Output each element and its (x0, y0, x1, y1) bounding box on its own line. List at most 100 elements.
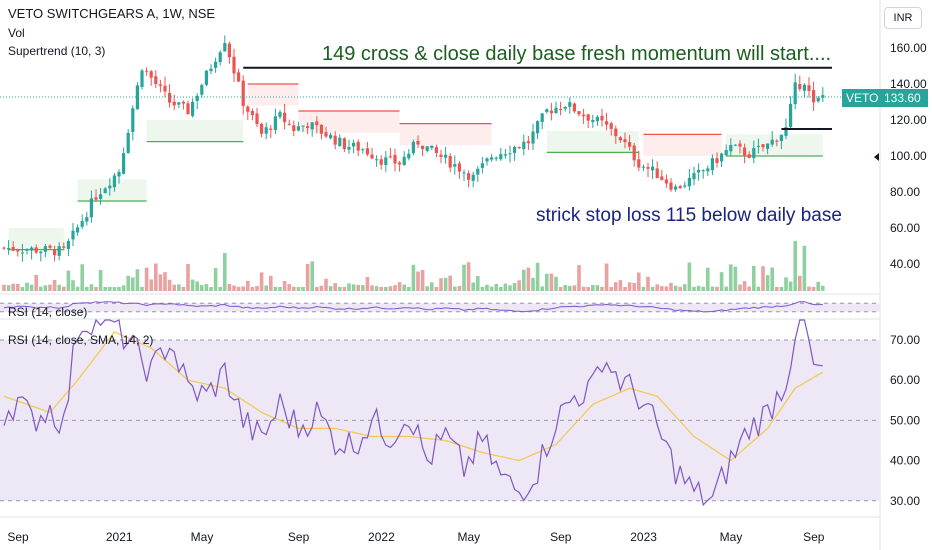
candle-body (687, 177, 691, 187)
candle-body (342, 138, 346, 150)
candle-body (16, 250, 20, 252)
volume-bar (503, 283, 508, 291)
candle-body (549, 110, 553, 114)
candle-body (407, 153, 411, 159)
candle-body (457, 163, 461, 172)
price-marker-icon (874, 153, 879, 161)
volume-bar (301, 286, 305, 291)
volume-bar (563, 284, 567, 291)
rsi-legend-1[interactable]: RSI (14, close) (8, 305, 88, 319)
candle-body (158, 84, 162, 86)
candle-body (57, 246, 61, 256)
volume-bar (439, 278, 443, 291)
rsi-band (0, 339, 880, 502)
volume-bar (11, 283, 15, 291)
volume-bar (784, 277, 788, 291)
volume-bar (554, 276, 558, 291)
candle-body (586, 114, 590, 121)
candle-body (807, 85, 811, 91)
volume-bar (411, 264, 416, 291)
rsi-legend-2[interactable]: RSI (14, close, SMA, 14, 2) (8, 333, 154, 347)
volume-bar (535, 262, 540, 291)
volume-bar (526, 267, 531, 291)
volume-bar (434, 286, 439, 291)
volume-bar (356, 284, 360, 291)
rsi-axis-label: 30.00 (890, 494, 920, 508)
candle-body (531, 131, 535, 144)
annotation-top[interactable]: 149 cross & close daily base fresh momen… (322, 43, 831, 65)
time-axis-label: Sep (550, 530, 572, 544)
volume-bar (457, 285, 462, 291)
candle-body (411, 141, 415, 154)
candle-body (361, 149, 365, 151)
candle-body (582, 114, 586, 117)
volume-bar (117, 286, 121, 291)
candle-body (540, 113, 544, 122)
candle-body (20, 252, 24, 254)
time-axis-label: May (457, 530, 480, 544)
candle-body (7, 248, 11, 250)
volume-bar (232, 285, 236, 291)
candle-body (2, 247, 6, 249)
candle-body (563, 107, 567, 109)
candle-body (246, 106, 250, 112)
time-axis-label: 2023 (630, 530, 657, 544)
volume-bar (296, 287, 301, 291)
rsi-mini-band-fill (0, 303, 880, 312)
volume-bar (752, 265, 756, 291)
volume-bar (779, 286, 784, 291)
volume-bar (687, 262, 692, 291)
supertrend-area (298, 111, 400, 133)
volume-bar (342, 286, 347, 291)
candle-body (296, 126, 300, 131)
candle-body (784, 127, 788, 136)
supertrend-legend[interactable]: Supertrend (10, 3) (8, 44, 106, 58)
candle-body (34, 247, 38, 253)
volume-bar (821, 285, 825, 291)
candle-body (448, 156, 452, 168)
volume-bar (756, 286, 761, 291)
volume-bar (384, 286, 388, 291)
candle-body (347, 147, 351, 150)
candle-body (76, 227, 80, 233)
volume-bar (241, 286, 245, 291)
candle-body (232, 56, 236, 74)
volume-bar (181, 286, 186, 291)
volume-bar (34, 274, 38, 291)
candle-body (545, 109, 549, 112)
candle-body (131, 108, 135, 133)
volume-bar (568, 285, 572, 291)
volume-bar (351, 284, 356, 291)
candle-body (752, 148, 756, 159)
volume-bar (370, 285, 374, 291)
horizontal-lines[interactable] (243, 66, 832, 130)
currency-button[interactable]: INR (884, 7, 922, 29)
volume-bar (669, 282, 673, 291)
time-axis-label: Sep (803, 530, 825, 544)
volume-bar (333, 283, 337, 291)
vol-legend[interactable]: Vol (8, 26, 25, 40)
volume-bar (618, 280, 623, 291)
volume-bar (494, 283, 498, 291)
volume-bar (793, 241, 797, 291)
candle-body (149, 71, 153, 78)
candle-body (747, 154, 751, 159)
annotation-bottom[interactable]: strick stop loss 115 below daily base (536, 205, 842, 226)
supertrend-area (77, 179, 147, 201)
volume-bar (98, 269, 103, 291)
volume-bar (62, 286, 66, 291)
volume-bar (80, 264, 84, 291)
symbol-title[interactable]: VETO SWITCHGEARS A, 1W, NSE (8, 6, 216, 21)
volume-bar (637, 272, 641, 291)
candle-body (554, 107, 558, 114)
supertrend-area (247, 84, 299, 106)
candle-body (646, 167, 650, 169)
candle-body (264, 127, 268, 134)
volume-bar (604, 263, 609, 291)
candle-body (517, 147, 521, 149)
candle-body (568, 102, 572, 107)
volume-bar (149, 279, 153, 291)
candle-body (444, 154, 448, 158)
candle-body (655, 168, 659, 179)
